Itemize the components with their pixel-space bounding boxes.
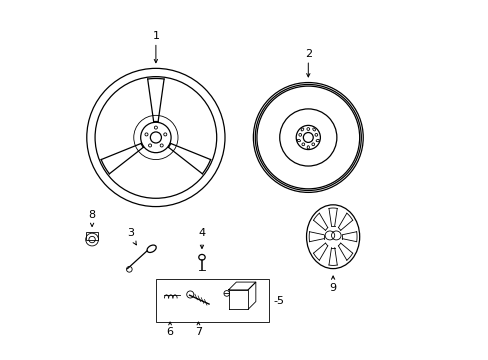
Text: 4: 4 [198, 229, 205, 238]
Text: 3: 3 [127, 229, 134, 238]
Bar [85, 232, 98, 239]
Text: 7: 7 [194, 328, 202, 337]
Bar [156, 279, 269, 322]
Text: 9: 9 [329, 283, 336, 293]
Text: 6: 6 [166, 328, 173, 337]
Text: 8: 8 [88, 210, 96, 220]
Text: 1: 1 [152, 31, 159, 41]
Text: 2: 2 [304, 49, 311, 59]
Text: -5: -5 [273, 296, 284, 306]
